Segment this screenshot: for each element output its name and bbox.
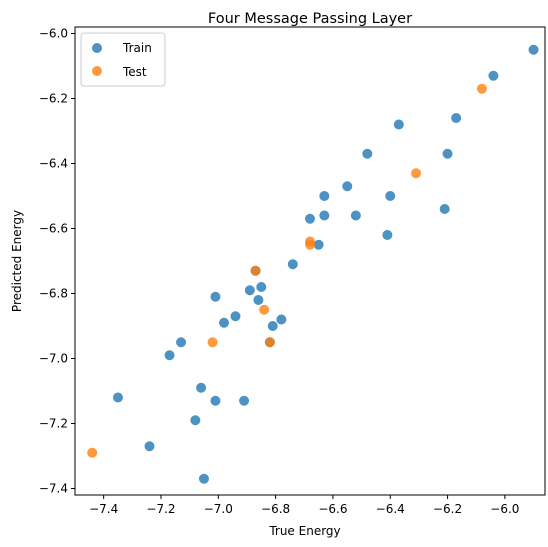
legend-marker-train (92, 43, 102, 53)
y-axis: −7.4 −7.2 −7.0 −6.8 −6.6 −6.4 −6.2 −6.0 (39, 27, 75, 496)
train-point (393, 119, 404, 130)
test-point (411, 168, 422, 179)
train-point (196, 382, 207, 393)
train-point (112, 392, 123, 403)
train-point (488, 70, 499, 81)
x-tick-label: −6.2 (433, 502, 462, 516)
x-tick-label: −7.2 (146, 502, 175, 516)
train-point (267, 321, 278, 331)
train-point (239, 395, 250, 406)
test-point (259, 304, 270, 315)
train-point (287, 259, 298, 270)
train-point (305, 213, 315, 224)
x-tick-label: −7.4 (89, 502, 118, 516)
train-point (219, 317, 230, 328)
train-point (350, 210, 361, 221)
train-point (313, 239, 324, 250)
train-point (198, 473, 209, 484)
train-point (385, 191, 396, 201)
y-tick-label: −6.0 (39, 27, 68, 41)
x-tick-label: −7.0 (204, 502, 233, 516)
y-tick-label: −6.6 (39, 222, 68, 236)
train-point (256, 282, 267, 292)
train-point (342, 181, 353, 192)
legend: Train Test (80, 32, 166, 87)
train-point (210, 291, 221, 302)
train-point (319, 191, 330, 201)
test-point (250, 265, 261, 276)
legend-label-test: Test (122, 65, 147, 79)
x-tick-label: −6.4 (376, 502, 405, 516)
train-point (230, 311, 241, 322)
train-point (442, 148, 453, 159)
x-tick-label: −6.6 (318, 502, 347, 516)
train-point (319, 210, 330, 221)
x-tick-label: −6.8 (261, 502, 290, 516)
y-tick-label: −7.2 (39, 417, 68, 431)
plot-frame (74, 26, 546, 496)
train-point (362, 148, 373, 159)
y-tick-label: −6.2 (39, 92, 68, 106)
train-point (144, 441, 155, 452)
train-point (176, 337, 187, 348)
train-point (164, 350, 175, 361)
legend-label-train: Train (122, 41, 152, 55)
train-point (528, 44, 539, 55)
train-point (244, 285, 255, 296)
test-point (305, 239, 315, 250)
legend-marker-test (92, 66, 102, 76)
x-axis-label: True Energy (268, 524, 340, 538)
chart-title: Four Message Passing Layer (208, 11, 412, 27)
test-point (207, 337, 218, 348)
train-point (276, 314, 287, 325)
x-tick-label: −6.0 (490, 502, 519, 516)
train-point (210, 395, 221, 406)
y-tick-label: −7.0 (39, 352, 68, 366)
y-tick-label: −7.4 (39, 482, 68, 496)
train-point (451, 113, 462, 123)
y-tick-label: −6.8 (39, 287, 68, 301)
train-point (253, 295, 264, 305)
train-point (190, 415, 201, 426)
legend-box (80, 32, 166, 87)
train-point (439, 204, 450, 214)
train-point (382, 230, 393, 240)
points-layer (87, 44, 539, 484)
y-axis-label: Predicted Energy (10, 210, 24, 312)
test-point (87, 447, 98, 458)
x-axis: −7.4 −7.2 −7.0 −6.8 −6.6 −6.4 −6.2 −6.0 (89, 495, 519, 516)
y-tick-label: −6.4 (39, 157, 68, 171)
test-point (264, 337, 275, 348)
test-point (476, 83, 487, 94)
